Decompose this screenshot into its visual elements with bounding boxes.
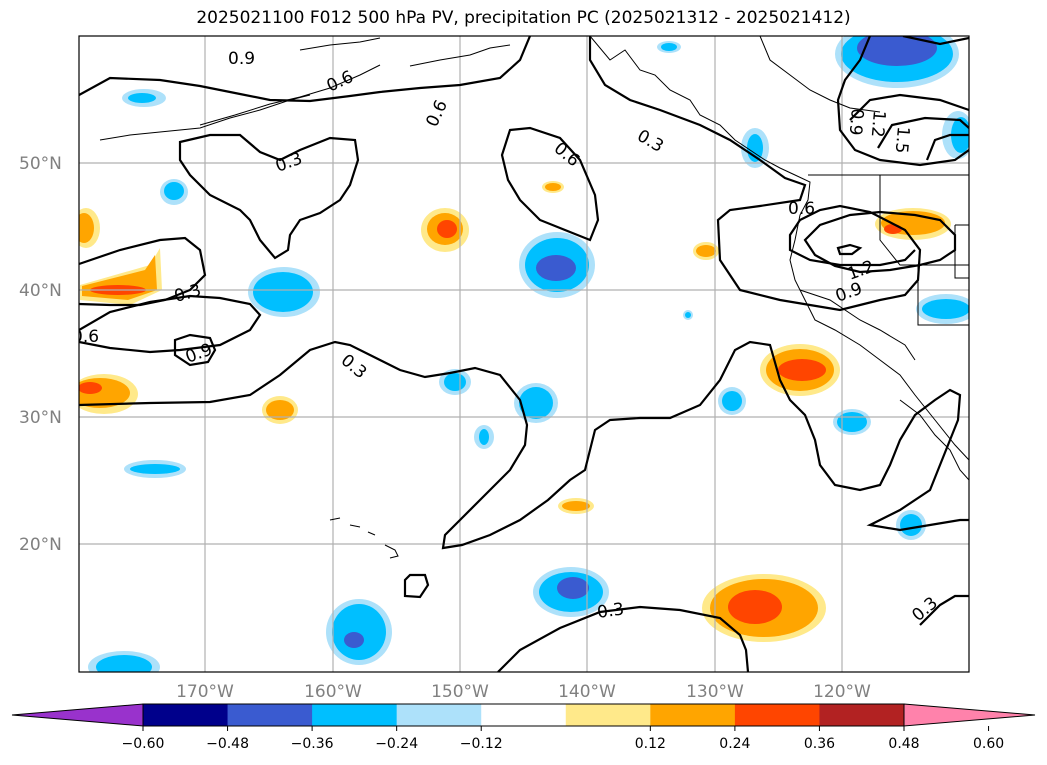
colorbar-tick-label: 0.48 <box>888 736 919 752</box>
longitude-labels: 170°W 160°W 150°W 140°W 130°W 120°W <box>176 682 871 702</box>
lon-label: 120°W <box>813 682 871 702</box>
contour-label: 1.5 <box>891 126 913 155</box>
lat-label: 40°N <box>19 281 62 301</box>
colorbar-max-extension <box>903 703 1036 727</box>
colorbar-segment <box>143 704 229 726</box>
lat-label: 50°N <box>19 154 62 174</box>
colorbar-tick-label: −0.12 <box>460 736 503 752</box>
colorbar-tick-label: 0.36 <box>804 736 835 752</box>
colorbar-segments <box>142 703 905 727</box>
contour-label: 0.9 <box>845 108 867 137</box>
contour-label: 0.6 <box>72 327 99 347</box>
colorbar-tick-label: −0.60 <box>122 736 165 752</box>
contour-label: 1.2 <box>867 110 889 139</box>
lon-label: 140°W <box>558 682 616 702</box>
colorbar-tick-label: −0.36 <box>291 736 334 752</box>
colorbar-segment <box>650 704 736 726</box>
lat-label: 30°N <box>19 408 62 428</box>
colorbar-tick-label: −0.48 <box>206 736 249 752</box>
colorbar-segment <box>227 704 313 726</box>
latitude-labels: 50°N 40°N 30°N 20°N <box>19 154 62 555</box>
colorbar-min-extension <box>11 703 144 727</box>
map-frame <box>78 35 970 673</box>
colorbar-segment <box>734 704 820 726</box>
colorbar-segment <box>396 704 482 726</box>
map-title: 2025021100 F012 500 hPa PV, precipitatio… <box>196 8 851 28</box>
colorbar-ticks: −0.60 −0.48 −0.36 −0.24 −0.12 0.12 0.24 0.36 0.4… <box>122 726 1004 752</box>
lon-label: 150°W <box>431 682 489 702</box>
colorbar-segment <box>819 704 905 726</box>
lon-label: 170°W <box>176 682 234 702</box>
contour-label: 0.6 <box>788 199 815 219</box>
contour-label: 0.9 <box>228 49 255 69</box>
colorbar-tick-label: 0.24 <box>719 736 750 752</box>
colorbar-segment <box>481 704 567 726</box>
precip-negative-areas <box>88 36 969 672</box>
colorbar: −0.60 −0.48 −0.36 −0.24 −0.12 0.12 0.24 0.36 0.4… <box>11 703 1036 752</box>
coastlines <box>99 36 969 559</box>
colorbar-segment <box>565 704 651 726</box>
lon-label: 130°W <box>686 682 744 702</box>
pv-contours <box>79 36 969 672</box>
colorbar-tick-label: 0.60 <box>973 736 1004 752</box>
colorbar-tick-label: 0.12 <box>635 736 666 752</box>
lon-label: 160°W <box>304 682 362 702</box>
contour-label: 0.3 <box>596 599 626 623</box>
lat-label: 20°N <box>19 535 62 555</box>
colorbar-tick-label: −0.24 <box>375 736 418 752</box>
colorbar-segment <box>312 704 398 726</box>
